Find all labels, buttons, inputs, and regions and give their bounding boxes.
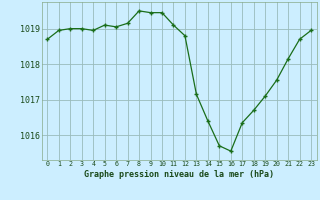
X-axis label: Graphe pression niveau de la mer (hPa): Graphe pression niveau de la mer (hPa) [84,170,274,179]
